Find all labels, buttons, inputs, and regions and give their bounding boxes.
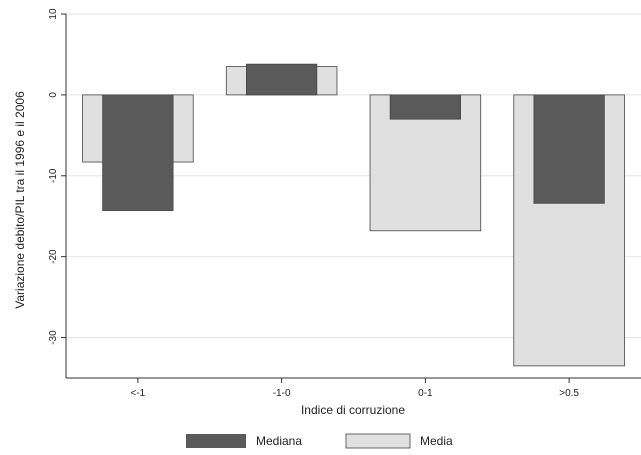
axes: 10 0 -10 -20 -30 <-1 -1-0 0-1 >0.5 xyxy=(48,8,641,399)
bars xyxy=(82,63,625,367)
y-tick-label-3: -20 xyxy=(48,249,59,264)
legend-label-mediana: Mediana xyxy=(256,434,302,448)
bar-mediana-0 xyxy=(102,94,174,211)
x-tick-label-2: 0-1 xyxy=(418,388,433,399)
x-tick-label-0: <-1 xyxy=(131,388,146,399)
x-tick-label-1: -1-0 xyxy=(273,388,291,399)
bar-mediana-3 xyxy=(533,94,605,204)
x-axis-title: Indice di corruzione xyxy=(301,403,405,417)
bar-mediana-1 xyxy=(246,63,318,96)
legend-label-media: Media xyxy=(420,434,453,448)
y-tick-label-0: 10 xyxy=(48,8,59,20)
x-tick-label-3: >0.5 xyxy=(559,388,579,399)
legend-swatch-mediana xyxy=(186,434,246,448)
legend: Mediana Media xyxy=(186,433,453,449)
bar-mediana-2 xyxy=(389,94,461,120)
y-tick-label-2: -10 xyxy=(48,168,59,183)
legend-swatch-media xyxy=(345,433,411,449)
y-tick-label-1: 0 xyxy=(48,92,59,98)
y-tick-label-4: -30 xyxy=(48,330,59,345)
y-axis-title: Variazione debito/PIL tra il 1996 e il 2… xyxy=(13,91,27,309)
